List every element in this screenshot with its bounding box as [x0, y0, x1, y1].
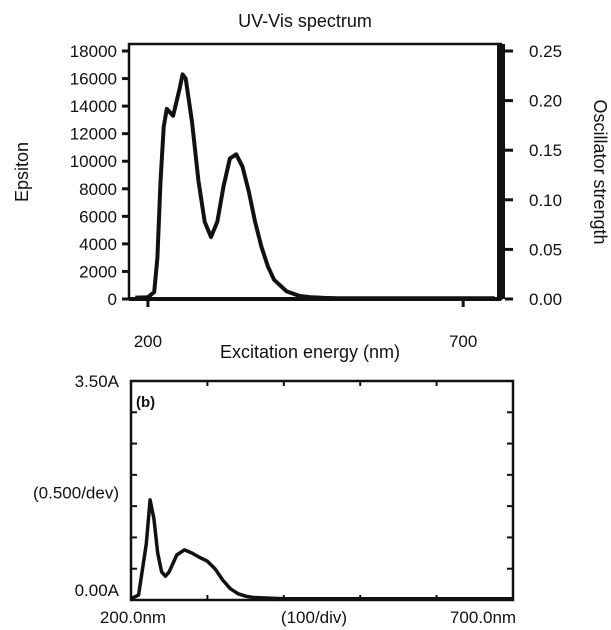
panel-b-x-tick-label: (100/div)	[281, 608, 347, 627]
panel-b-label: (b)	[136, 394, 155, 411]
panel-b-y-tick-label: (0.500/dev)	[33, 484, 119, 503]
uv-vis-chart: UV-Vis spectrum 0 2000 4000 6000 8000 10000 12…	[12, 11, 610, 362]
panel-b-y-tick-label: 3.50A	[75, 372, 120, 391]
panel-b-chart: (b) 0.00A (0.500/dev) 3.50A 200.0nm (100/di…	[33, 372, 516, 627]
panel-b-frame	[129, 379, 515, 602]
y-tick-label: 4000	[79, 235, 117, 254]
y-tick-label: 14000	[70, 97, 117, 116]
y2-tick-label: 0.20	[529, 92, 562, 111]
y-tick-label: 10000	[70, 152, 117, 171]
y-tick-label: 12000	[70, 125, 117, 144]
y2-axis-label: Oscillator strength	[590, 99, 610, 244]
y2-tick-label: 0.00	[529, 290, 562, 309]
panel-b-y-tick-label: 0.00A	[75, 581, 120, 600]
y2-tick-label: 0.25	[529, 42, 562, 61]
y-tick-label: 8000	[79, 180, 117, 199]
y2-tick-label: 0.15	[529, 141, 562, 160]
y-axis-label: Epsiton	[12, 142, 32, 202]
y-tick-label: 2000	[79, 262, 117, 281]
x-tick-label: 700	[449, 332, 477, 351]
chart-title: UV-Vis spectrum	[238, 11, 372, 31]
panel-b-line	[130, 498, 513, 601]
y2-tick-label: 0.05	[529, 240, 562, 259]
y-tick-label: 6000	[79, 207, 117, 226]
x-tick-label: 200	[134, 332, 162, 351]
panel-b-x-tick-label: 700.0nm	[450, 608, 516, 627]
panel-b-x-tick-label: 200.0nm	[100, 608, 166, 627]
x-axis-label: Excitation energy (nm)	[220, 342, 400, 362]
y2-tick-label: 0.10	[529, 191, 562, 210]
spectrum-line	[135, 72, 495, 301]
right-axis-bar	[497, 44, 505, 299]
y-tick-label: 18000	[70, 42, 117, 61]
y-tick-label: 16000	[70, 70, 117, 89]
y-tick-label: 0	[108, 290, 117, 309]
